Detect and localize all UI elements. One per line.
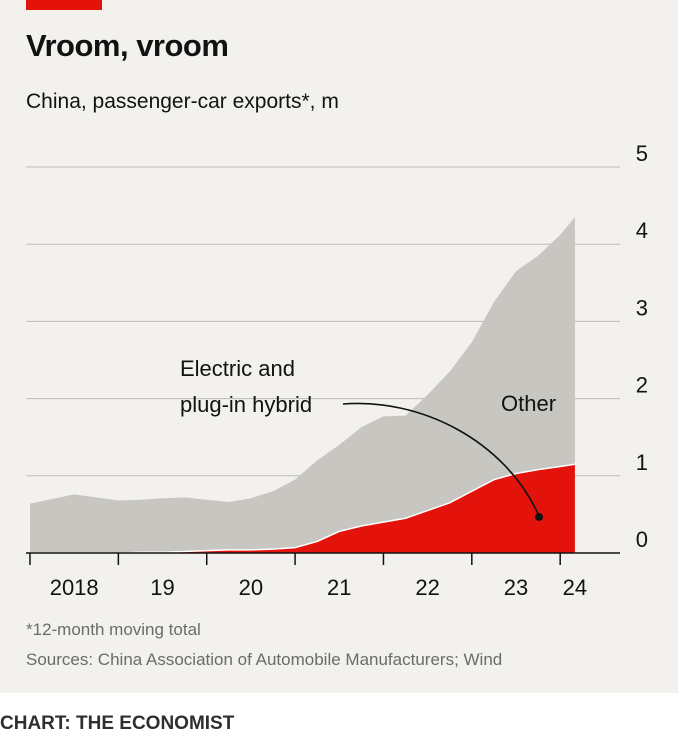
y-tick-label: 3 (636, 295, 648, 320)
chart-subtitle: China, passenger-car exports*, m (26, 90, 339, 113)
y-tick-label: 5 (636, 141, 648, 166)
annotation-electric-label: Electric and (180, 356, 295, 381)
annotation-leader-dot (535, 513, 543, 521)
source-note: Sources: China Association of Automobile… (26, 650, 503, 669)
x-axis: 2018 19 20 21 22 23 24 (26, 552, 620, 600)
areas (30, 217, 576, 554)
y-tick-label: 1 (636, 450, 648, 475)
chart-credit: CHART: THE ECONOMIST (0, 713, 235, 734)
x-tick-label: 24 (563, 575, 587, 600)
x-tick-label: 20 (239, 575, 263, 600)
chart-title: Vroom, vroom (26, 28, 229, 63)
annotations: Electric and plug-in hybrid Other (180, 356, 556, 521)
annotation-leader-line (342, 402, 540, 517)
x-tick-label: 21 (327, 575, 351, 600)
y-tick-label: 0 (636, 527, 648, 552)
x-tick-label: 23 (504, 575, 528, 600)
footnote: *12-month moving total (26, 620, 201, 639)
area-electric (30, 464, 575, 553)
chart-panel: Vroom, vroom China, passenger-car export… (0, 0, 678, 693)
y-tick-label: 2 (636, 373, 648, 398)
brand-red-tag (26, 0, 102, 10)
annotation-electric-label: plug-in hybrid (180, 392, 312, 417)
area-other (30, 217, 575, 553)
x-tick-label: 22 (415, 575, 439, 600)
x-tick-label: 2018 (50, 575, 99, 600)
annotation-other-label: Other (501, 391, 556, 416)
x-tick-label: 19 (150, 575, 174, 600)
y-tick-label: 4 (636, 218, 648, 243)
y-axis-labels: 0 1 2 3 4 5 (636, 141, 648, 552)
